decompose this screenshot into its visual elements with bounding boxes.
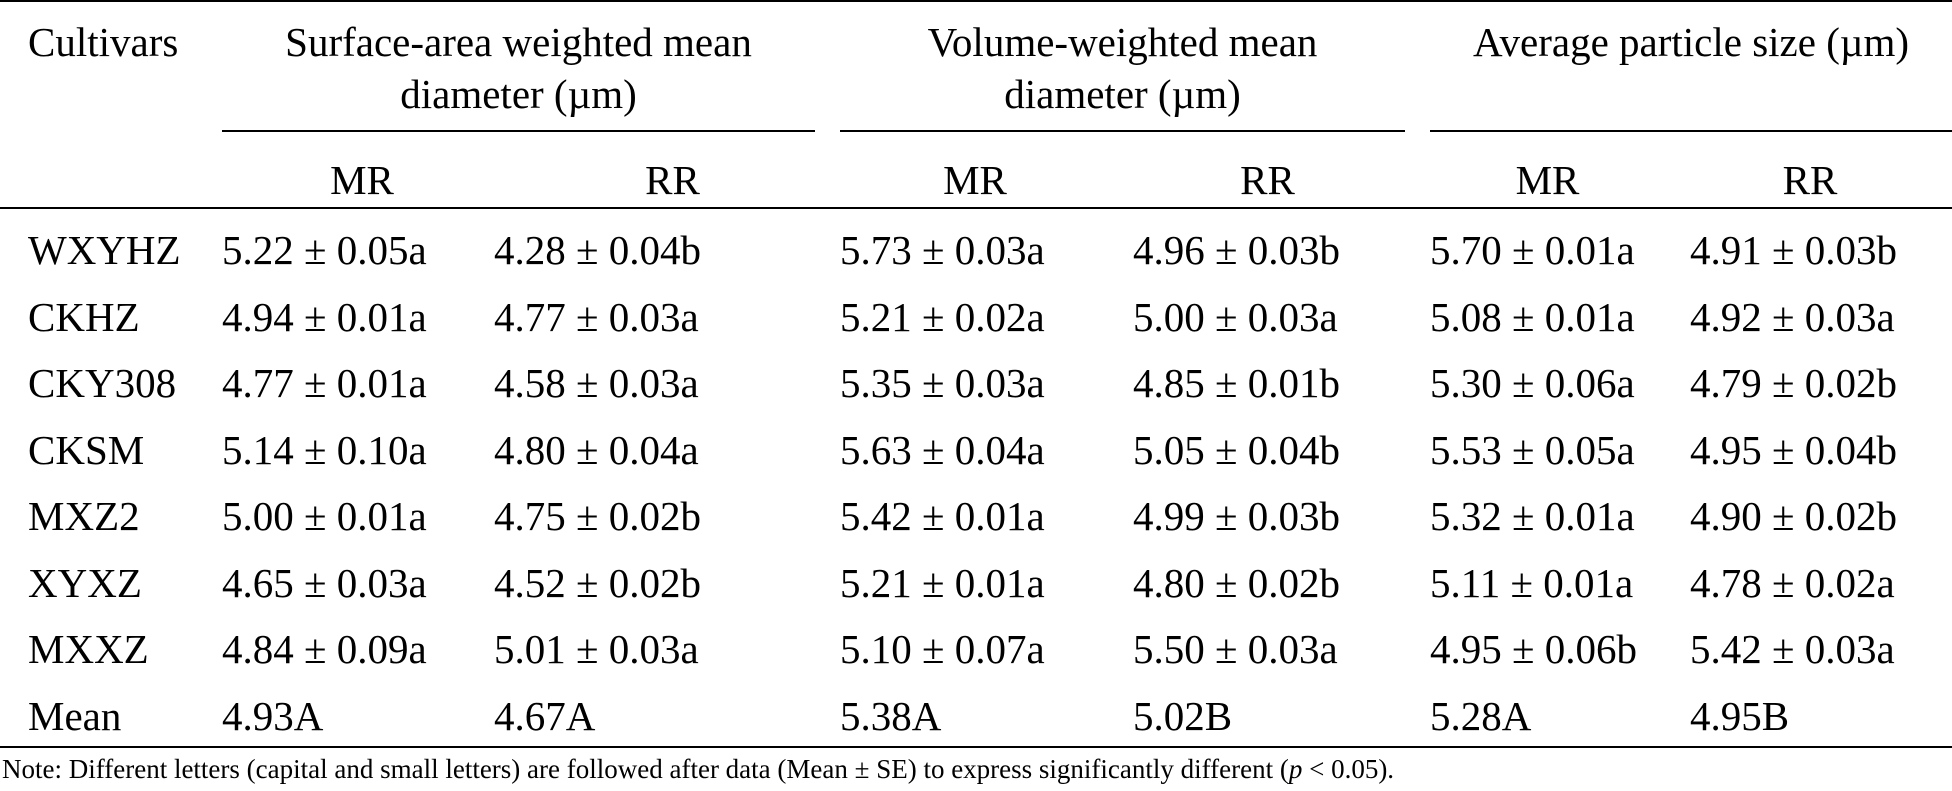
table-cell: 5.00 ± 0.01a <box>222 493 427 539</box>
table-cell: 4.91 ± 0.03b <box>1690 227 1898 273</box>
table-cell: 4.85 ± 0.01b <box>1133 360 1341 406</box>
header-surface-area-line2: diameter (µm) <box>400 71 637 117</box>
group3-rule <box>1430 130 1952 132</box>
cultivar-name: CKHZ <box>28 294 140 340</box>
subheader-mr: MR <box>943 157 1007 203</box>
table-cell: 5.22 ± 0.05a <box>222 227 427 273</box>
table-cell: 4.96 ± 0.03b <box>1133 227 1341 273</box>
table-cell: 5.01 ± 0.03a <box>494 626 699 672</box>
table-cell: 5.08 ± 0.01a <box>1430 294 1635 340</box>
table-cell: 4.84 ± 0.09a <box>222 626 427 672</box>
header-surface-area-line1: Surface-area weighted mean <box>285 19 752 65</box>
table-cell: 5.21 ± 0.01a <box>840 560 1045 606</box>
table-bottom-rule <box>0 746 1952 748</box>
table-cell: 5.42 ± 0.03a <box>1690 626 1895 672</box>
table-cell: 4.94 ± 0.01a <box>222 294 427 340</box>
header-bottom-rule <box>0 207 1952 209</box>
group2-rule <box>840 130 1405 132</box>
table-cell: 5.42 ± 0.01a <box>840 493 1045 539</box>
table-cell: 4.78 ± 0.02a <box>1690 560 1895 606</box>
table-cell: 5.32 ± 0.01a <box>1430 493 1635 539</box>
table-cell: 4.80 ± 0.02b <box>1133 560 1341 606</box>
table-cell: 5.30 ± 0.06a <box>1430 360 1635 406</box>
table-cell: 5.21 ± 0.02a <box>840 294 1045 340</box>
subheader-mr: MR <box>330 157 394 203</box>
header-volume-line1: Volume-weighted mean <box>927 19 1318 65</box>
table-cell: 5.11 ± 0.01a <box>1430 560 1634 606</box>
table-cell: 5.10 ± 0.07a <box>840 626 1045 672</box>
header-cultivars: Cultivars <box>28 19 179 65</box>
table-cell: 5.28A <box>1430 693 1532 739</box>
table-cell: 4.75 ± 0.02b <box>494 493 702 539</box>
cultivar-name: WXYHZ <box>28 227 181 273</box>
cultivar-name: MXXZ <box>28 626 149 672</box>
cultivar-name: CKSM <box>28 427 145 473</box>
table-cell: 4.77 ± 0.03a <box>494 294 699 340</box>
table-cell: 4.67A <box>494 693 596 739</box>
table-cell: 5.14 ± 0.10a <box>222 427 427 473</box>
table-cell: 4.28 ± 0.04b <box>494 227 702 273</box>
table-cell: 5.02B <box>1133 693 1233 739</box>
subheader-mr: MR <box>1515 157 1580 203</box>
cultivar-name: XYXZ <box>28 560 142 606</box>
table-cell: 5.50 ± 0.03a <box>1133 626 1338 672</box>
table-cell: 4.95 ± 0.06b <box>1430 626 1638 672</box>
header-volume-line2: diameter (µm) <box>1004 71 1241 117</box>
table-cell: 5.53 ± 0.05a <box>1430 427 1635 473</box>
subheader-rr: RR <box>645 157 700 203</box>
table-note: Note: Different letters (capital and sma… <box>2 754 1395 784</box>
cultivar-name: CKY308 <box>28 360 177 406</box>
table-cell: 4.90 ± 0.02b <box>1690 493 1898 539</box>
table-cell: 4.95B <box>1690 693 1790 739</box>
table-cell: 5.70 ± 0.01a <box>1430 227 1635 273</box>
group1-rule <box>222 130 815 132</box>
header-average-particle-size: Average particle size (µm) <box>1472 19 1910 65</box>
table-cell: 4.93A <box>222 693 324 739</box>
table-cell: 4.52 ± 0.02b <box>494 560 702 606</box>
table-cell: 5.35 ± 0.03a <box>840 360 1045 406</box>
table-cell: 5.05 ± 0.04b <box>1133 427 1341 473</box>
table-cell: 5.73 ± 0.03a <box>840 227 1045 273</box>
subheader-rr: RR <box>1240 157 1295 203</box>
table-cell: 4.65 ± 0.03a <box>222 560 427 606</box>
subheader-rr: RR <box>1782 157 1838 203</box>
top-rule <box>0 0 1952 2</box>
table-cell: 4.77 ± 0.01a <box>222 360 427 406</box>
table-cell: 4.92 ± 0.03a <box>1690 294 1895 340</box>
table-cell: 5.00 ± 0.03a <box>1133 294 1338 340</box>
table-cell: 4.95 ± 0.04b <box>1690 427 1898 473</box>
table-cell: 4.58 ± 0.03a <box>494 360 699 406</box>
table-cell: 4.99 ± 0.03b <box>1133 493 1341 539</box>
table-cell: 5.38A <box>840 693 942 739</box>
table-cell: 4.79 ± 0.02b <box>1690 360 1898 406</box>
cultivar-name: Mean <box>28 693 122 739</box>
cultivar-name: MXZ2 <box>28 493 140 539</box>
table-cell: 4.80 ± 0.04a <box>494 427 699 473</box>
table-cell: 5.63 ± 0.04a <box>840 427 1045 473</box>
